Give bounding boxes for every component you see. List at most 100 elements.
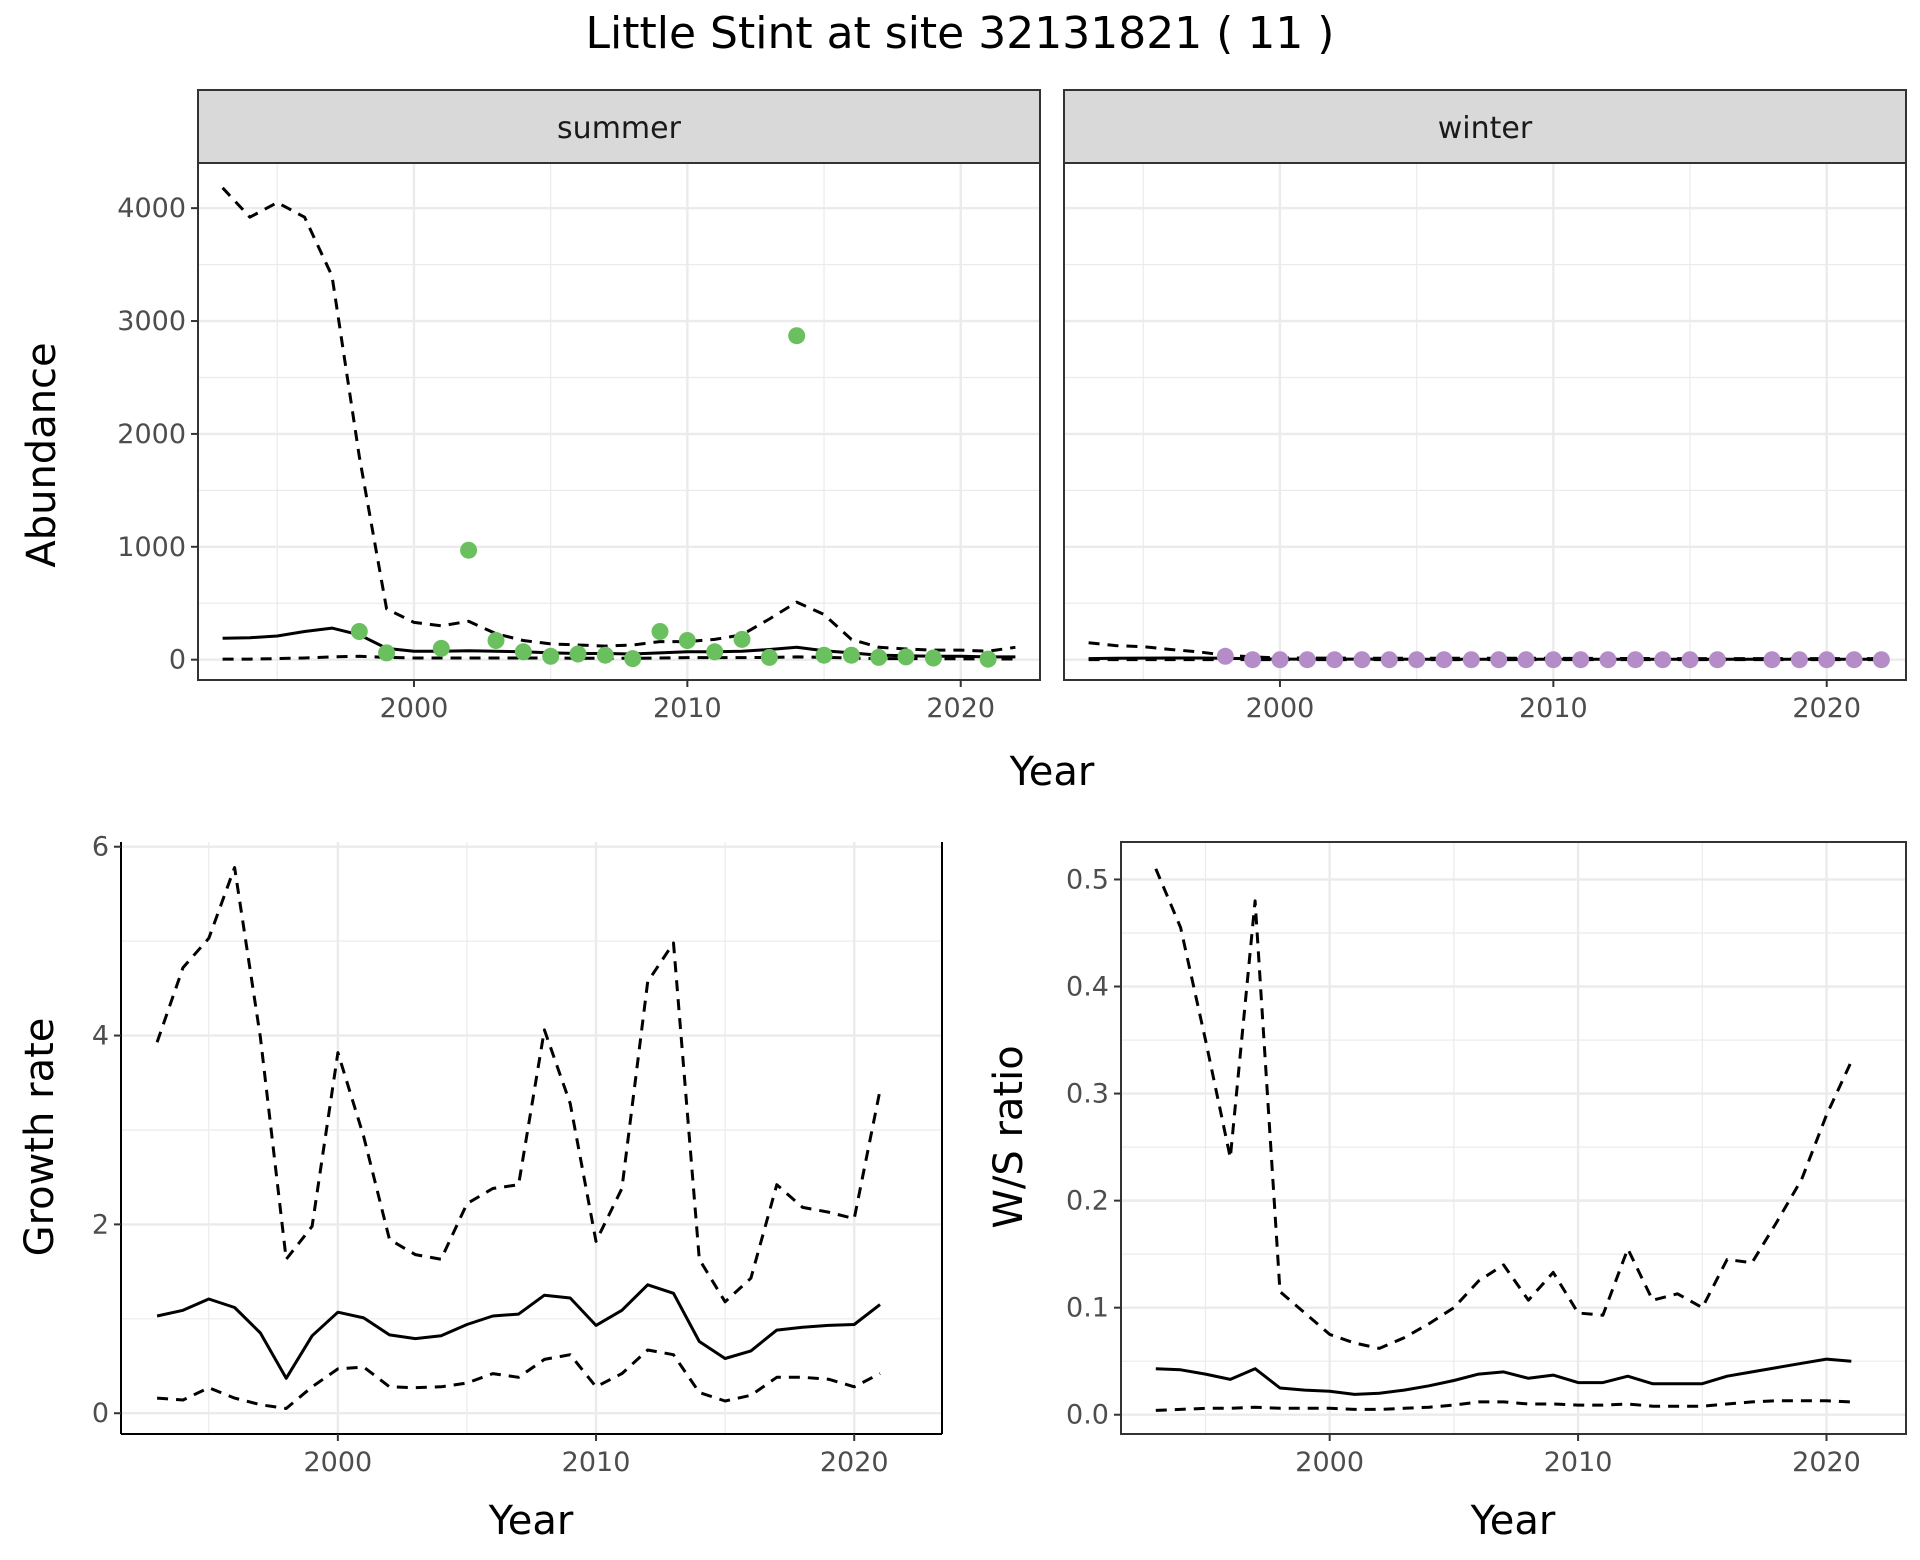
winter-observed-point (1435, 651, 1453, 669)
summer-observed-point (651, 623, 669, 640)
summer-observed-point (378, 644, 396, 662)
ratio-y-tick-label: 0.2 (1066, 1186, 1109, 1217)
summer-observed-point (350, 623, 368, 640)
abundance-x-axis-title: Year (1009, 749, 1095, 795)
winter-observed-point (1326, 651, 1344, 669)
summer-upper-line (221, 186, 1016, 653)
summer-observed-point (487, 632, 505, 649)
ratio-y-tick-label: 0.3 (1066, 1079, 1109, 1110)
growth-x-tick-label: 2010 (562, 1447, 631, 1478)
winter-observed-point (1790, 651, 1808, 669)
winter-observed-point (1462, 651, 1480, 669)
winter-panel-background (1064, 163, 1906, 680)
facet-strip-winter (1063, 89, 1907, 164)
summer-observed-point (897, 648, 915, 666)
ratio-x-axis-title: Year (1470, 1498, 1556, 1544)
ratio-y-tick-label: 0.1 (1066, 1293, 1109, 1324)
ratio-estimate-line (1155, 1357, 1852, 1396)
summer-observed-point (542, 647, 560, 665)
abundance-y-tick-label: 1000 (117, 532, 186, 563)
summer-panel-background (198, 163, 1040, 680)
summer-observed-point (432, 639, 450, 657)
ratio-lower-line (1155, 1399, 1852, 1412)
summer-observed-point (706, 643, 724, 661)
growth-lower-line (156, 1348, 881, 1410)
ratio-y-tick-label: 0.5 (1066, 864, 1109, 895)
ratio-x-tick-label: 2010 (1544, 1447, 1613, 1478)
ratio-plot-area: 2000 2010 2020 0.0 0.1 0.2 0.3 0.4 0.5 (1066, 841, 1907, 1478)
ratio-y-tick-label: 0.4 (1066, 972, 1109, 1003)
ratio-chart: 2000 2010 2020 0.0 0.1 0.2 0.3 0.4 0.5 Year W/S … (986, 841, 1907, 1544)
winter-x-tick-label: 2010 (1519, 693, 1588, 724)
winter-observed-point (1353, 651, 1371, 669)
ratio-y-tick-label: 0.0 (1066, 1400, 1109, 1431)
winter-observed-point (1244, 651, 1262, 669)
abundance-chart: 2000 2010 2020 0 1000 2000 3000 4000 2000 2010 202… (19, 89, 1907, 795)
winter-observed-point (1216, 647, 1234, 665)
summer-observed-point (678, 632, 696, 649)
facet-summer: 2000 2010 2020 0 1000 2000 3000 4000 (117, 89, 1041, 724)
winter-observed-point (1517, 651, 1535, 669)
facet-label-summer: summer (557, 111, 682, 146)
summer-observed-point (460, 541, 478, 559)
ratio-x-tick-label: 2020 (1792, 1447, 1861, 1478)
summer-observed-point (815, 646, 833, 664)
winter-observed-point (1626, 651, 1644, 669)
growth-y-tick-label: 6 (92, 832, 109, 863)
growth-x-tick-label: 2000 (304, 1447, 373, 1478)
abundance-y-tick-label: 2000 (117, 419, 186, 450)
winter-observed-point (1380, 651, 1398, 669)
growth-y-axis-title: Growth rate (17, 1018, 63, 1257)
summer-observed-point (979, 650, 997, 668)
summer-observed-point (924, 649, 942, 667)
ratio-panel-border (1120, 841, 1907, 1435)
winter-observed-point (1708, 651, 1726, 669)
growth-upper-line (155, 866, 882, 1304)
growth-y-tick-label: 4 (92, 1021, 109, 1052)
winter-observed-point (1572, 651, 1590, 669)
winter-observed-point (1408, 651, 1426, 669)
winter-x-tick-label: 2000 (1246, 693, 1315, 724)
abundance-y-axis-title: Abundance (19, 342, 65, 567)
winter-observed-point (1544, 651, 1562, 669)
facet-strip-summer (197, 89, 1041, 164)
winter-observed-point (1271, 651, 1289, 669)
summer-observed-point (733, 630, 751, 648)
winter-observed-point (1818, 651, 1836, 669)
summer-observed-point (788, 327, 806, 345)
winter-observed-point (1845, 651, 1863, 669)
summer-observed-point (870, 648, 888, 666)
growth-plot-area: 2000 2010 2020 0 2 4 6 (92, 832, 943, 1478)
growth-y-tick-label: 2 (92, 1209, 109, 1240)
winter-observed-point (1298, 651, 1316, 669)
chart-title: Little Stint at site 32131821 ( 11 ) (586, 8, 1335, 59)
abundance-y-tick-label: 0 (169, 645, 186, 676)
winter-observed-point (1490, 651, 1508, 669)
ratio-y-axis-title: W/S ratio (986, 1045, 1032, 1228)
winter-estimate-line (1088, 656, 1882, 661)
summer-observed-point (624, 650, 642, 668)
winter-observed-point (1599, 651, 1617, 669)
ratio-x-tick-label: 2000 (1295, 1447, 1364, 1478)
ratio-upper-line (1154, 868, 1853, 1350)
facet-winter: 2000 2010 2020 (1063, 89, 1907, 724)
summer-observed-point (514, 643, 532, 661)
winter-observed-point (1654, 651, 1672, 669)
abundance-y-tick-label: 4000 (117, 193, 186, 224)
summer-observed-point (569, 645, 587, 663)
winter-observed-point (1872, 651, 1890, 669)
growth-chart: 2000 2010 2020 0 2 4 6 Year Growth rate (17, 832, 943, 1544)
summer-x-tick-label: 2010 (653, 693, 722, 724)
winter-x-tick-label: 2020 (1792, 693, 1861, 724)
summer-x-tick-label: 2020 (926, 693, 995, 724)
growth-x-axis-title: Year (488, 1498, 574, 1544)
growth-estimate-line (156, 1283, 881, 1380)
abundance-y-tick-label: 3000 (117, 306, 186, 337)
winter-observed-point (1763, 651, 1781, 669)
summer-observed-point (842, 646, 860, 664)
facet-label-winter: winter (1438, 111, 1533, 146)
summer-x-tick-label: 2000 (380, 693, 449, 724)
summer-observed-point (596, 646, 614, 664)
